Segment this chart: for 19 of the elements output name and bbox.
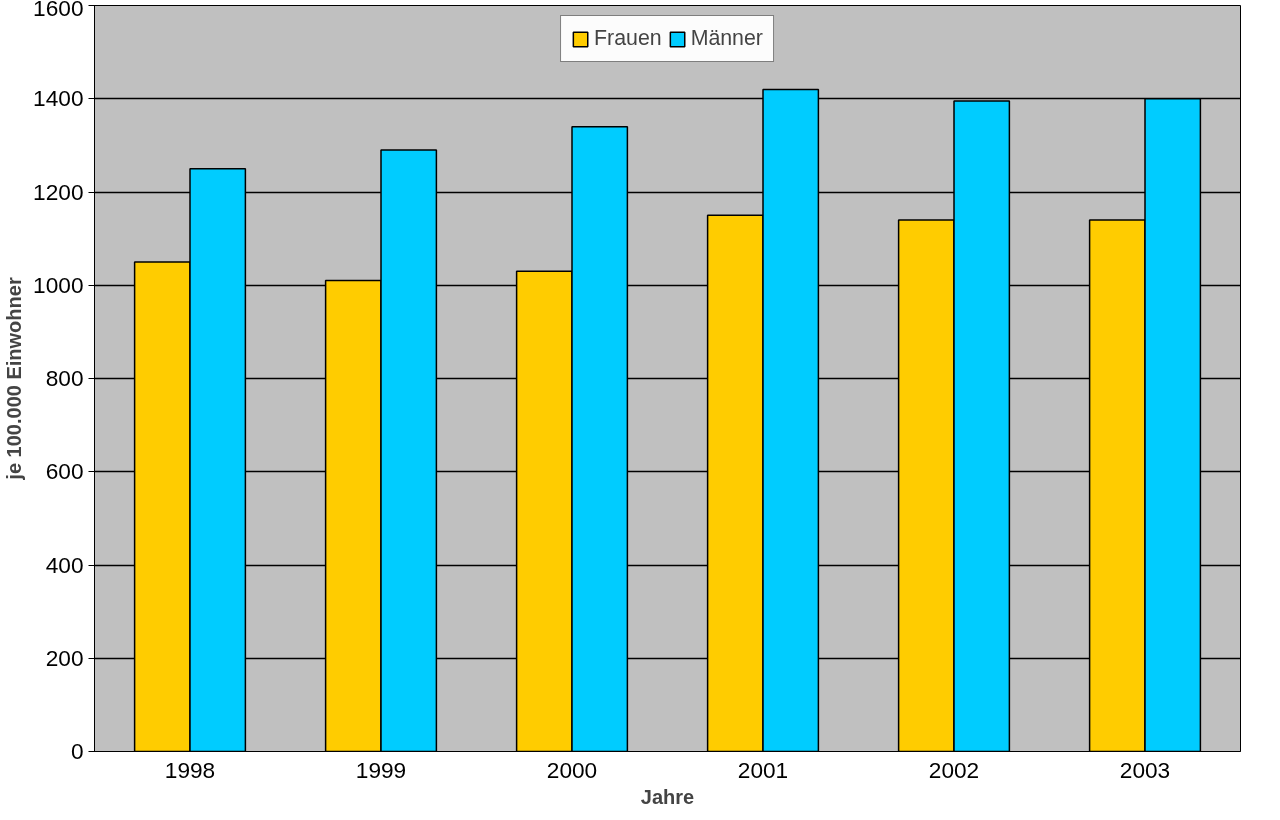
y-tick-label: 1000 (33, 271, 84, 298)
y-tick-label: 0 (70, 738, 84, 764)
y-tick-label: 1400 (33, 85, 84, 112)
y-tick-label: 400 (45, 551, 84, 578)
y-tick-label: 1600 (33, 0, 84, 21)
x-axis-title: Jahre (640, 785, 695, 808)
y-axis-title: je 100.000 Einwohner (3, 277, 26, 481)
x-tick-label: 2001 (737, 756, 789, 783)
x-tick-label: 2000 (546, 756, 598, 783)
y-tick-label: 200 (45, 644, 84, 671)
x-tick-label: 1998 (164, 756, 216, 783)
x-tick-label: 2002 (928, 756, 980, 783)
x-tick-label: 2003 (1119, 756, 1171, 783)
y-tick-label: 800 (45, 365, 84, 391)
x-tick-label: 1999 (355, 756, 407, 783)
legend-label: Männer (690, 26, 763, 51)
legend-label: Frauen (594, 26, 662, 51)
y-tick-label: 1200 (33, 178, 84, 205)
y-tick-label: 600 (45, 458, 84, 485)
